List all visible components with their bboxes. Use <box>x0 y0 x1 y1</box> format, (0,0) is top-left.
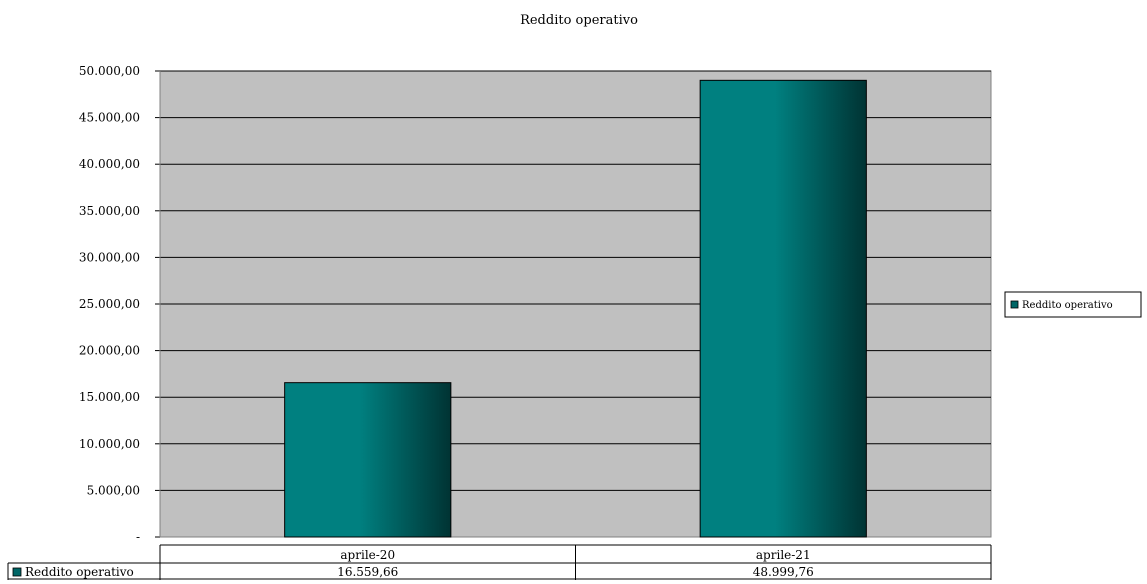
table-row-header: Reddito operativo <box>25 565 134 579</box>
y-tick-label: 20.000,00 <box>79 344 140 358</box>
y-tick-label: 30.000,00 <box>79 250 140 264</box>
y-tick-label: - <box>136 530 140 544</box>
legend-swatch <box>1010 300 1019 309</box>
bar-aprile-21 <box>699 79 867 538</box>
table-row-swatch <box>12 567 22 577</box>
bars <box>284 79 867 538</box>
y-tick-label: 35.000,00 <box>79 204 140 218</box>
chart-title: Reddito operativo <box>520 13 638 28</box>
y-tick-label: 50.000,00 <box>79 64 140 78</box>
legend-label: Reddito operativo <box>1022 300 1113 311</box>
table-category-label: aprile-21 <box>756 548 811 562</box>
y-tick-label: 45.000,00 <box>79 111 140 125</box>
table-value-cell: 16.559,66 <box>337 565 398 579</box>
y-tick-label: 40.000,00 <box>79 157 140 171</box>
table-value-cell: 48.999,76 <box>753 565 814 579</box>
table-category-label: aprile-20 <box>340 548 395 562</box>
data-table: aprile-20 aprile-21 Reddito operativo 16.55… <box>7 544 992 580</box>
legend-box <box>1004 291 1142 318</box>
y-tick-label: 10.000,00 <box>79 437 140 451</box>
y-tick-label: 5.000,00 <box>87 483 140 497</box>
legend: Reddito operativo <box>1004 291 1142 318</box>
y-tick-label: 25.000,00 <box>79 297 140 311</box>
y-axis-tick-labels: - 5.000,00 10.000,00 15.000,00 20.000,00 25.0… <box>79 64 160 544</box>
y-tick-label: 15.000,00 <box>79 390 140 404</box>
bar-aprile-20 <box>284 382 452 538</box>
